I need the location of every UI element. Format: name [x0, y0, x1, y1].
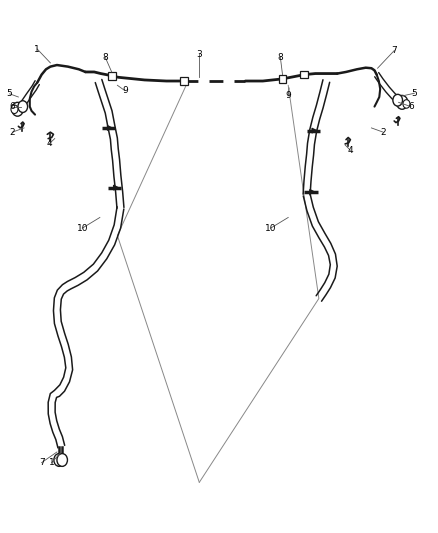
Circle shape — [403, 100, 410, 108]
Bar — [108, 72, 116, 79]
Bar — [300, 71, 308, 78]
Text: 2: 2 — [381, 128, 386, 136]
Text: 4: 4 — [46, 140, 52, 148]
Circle shape — [11, 105, 18, 114]
Circle shape — [54, 454, 64, 466]
Text: 9: 9 — [285, 92, 291, 100]
Text: 2: 2 — [10, 128, 15, 136]
Bar — [279, 75, 286, 83]
Text: 10: 10 — [265, 224, 276, 232]
Text: 10: 10 — [77, 224, 88, 232]
Circle shape — [57, 454, 67, 466]
Text: 9: 9 — [122, 86, 128, 95]
Text: 5: 5 — [7, 90, 13, 98]
Circle shape — [396, 95, 408, 109]
Text: 6: 6 — [9, 102, 15, 111]
Text: 4: 4 — [348, 146, 353, 155]
Text: 1: 1 — [34, 45, 40, 53]
Circle shape — [393, 94, 403, 106]
Text: 1: 1 — [49, 458, 55, 467]
Text: 7: 7 — [391, 46, 397, 55]
Bar — [180, 77, 188, 85]
Text: 8: 8 — [277, 53, 283, 61]
Text: 7: 7 — [39, 458, 45, 467]
Circle shape — [12, 102, 23, 116]
Text: 6: 6 — [408, 102, 414, 111]
Text: 3: 3 — [196, 50, 202, 59]
Circle shape — [18, 101, 28, 112]
Text: 8: 8 — [102, 53, 108, 61]
Text: 5: 5 — [411, 89, 417, 98]
